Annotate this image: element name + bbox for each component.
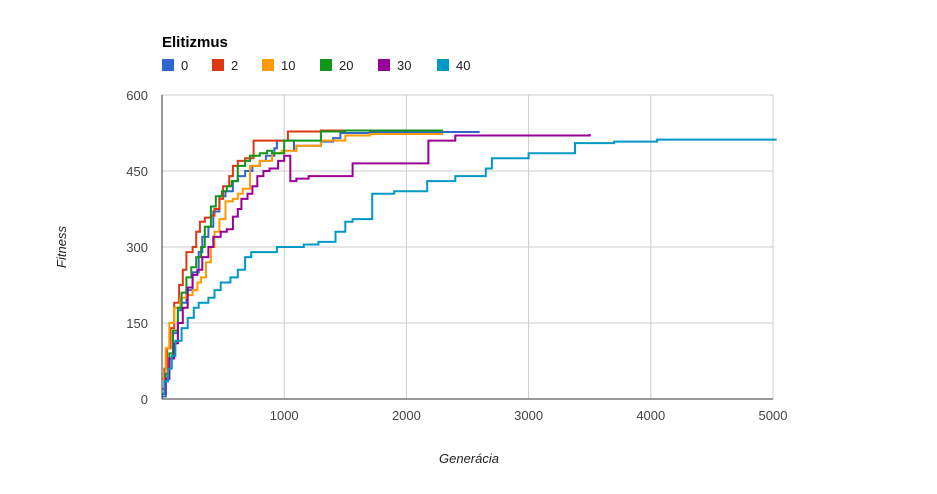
y-tick-label: 600: [126, 88, 148, 103]
legend-item-40[interactable]: 40: [437, 58, 470, 73]
legend-swatch: [162, 59, 174, 71]
legend-swatch: [320, 59, 332, 71]
series-lines: [162, 129, 777, 398]
legend-swatch: [378, 59, 390, 71]
series-line-30: [162, 134, 591, 395]
x-tick-label: 2000: [392, 408, 421, 423]
series-line-2: [162, 129, 444, 390]
y-axis-title: Fitness: [54, 226, 69, 268]
legend-item-30[interactable]: 30: [378, 58, 411, 73]
legend-label: 30: [397, 58, 411, 73]
legend-swatch: [262, 59, 274, 71]
y-tick-label: 300: [126, 240, 148, 255]
x-tick-label: 1000: [270, 408, 299, 423]
series-line-0: [162, 131, 480, 398]
series-line-20: [162, 129, 444, 395]
series-line-40: [162, 138, 777, 395]
x-tick-label: 3000: [514, 408, 543, 423]
y-tick-label: 150: [126, 316, 148, 331]
legend-label: 2: [231, 58, 238, 73]
legend-swatch: [437, 59, 449, 71]
legend-item-2[interactable]: 2: [212, 58, 238, 73]
axes: 0 150 300 450 600 1000 2000 3000 4000 5000: [126, 88, 787, 423]
y-tick-label: 0: [141, 392, 148, 407]
x-tick-label: 4000: [636, 408, 665, 423]
x-axis-title: Generácia: [439, 451, 499, 466]
legend-label: 40: [456, 58, 470, 73]
legend-swatch: [212, 59, 224, 71]
legend-label: 0: [181, 58, 188, 73]
legend-label: 20: [339, 58, 353, 73]
legend-item-10[interactable]: 10: [262, 58, 295, 73]
y-tick-label: 450: [126, 164, 148, 179]
x-tick-label: 5000: [759, 408, 788, 423]
legend-title: Elitizmus: [162, 34, 228, 51]
legend-item-0[interactable]: 0: [162, 58, 188, 73]
legend-label: 10: [281, 58, 295, 73]
legend[interactable]: 0 2 10 20 30 40: [162, 58, 470, 73]
legend-item-20[interactable]: 20: [320, 58, 353, 73]
